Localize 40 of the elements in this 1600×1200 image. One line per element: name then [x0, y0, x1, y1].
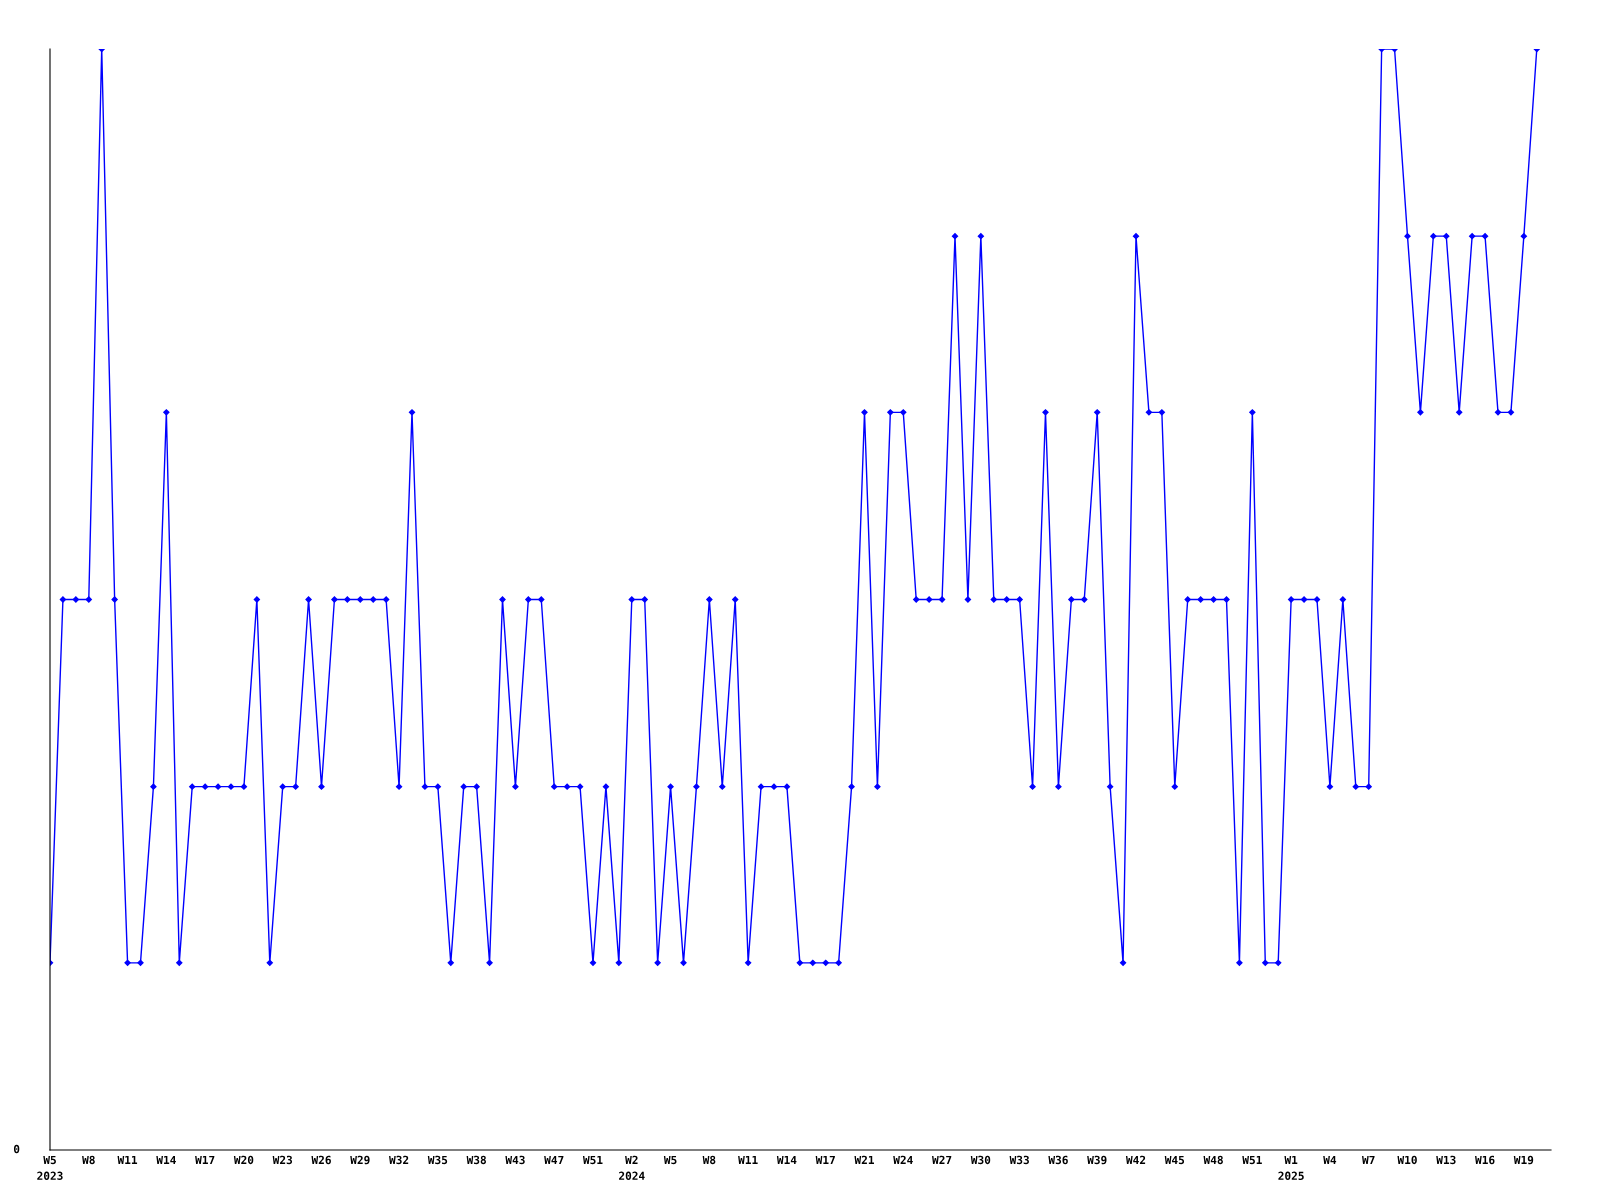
x-tick-label: W39: [1087, 1155, 1107, 1165]
x-tick-label: W8: [82, 1155, 95, 1165]
x-tick-label: W2 2024: [619, 1155, 645, 1180]
x-tick-label: W27: [932, 1155, 952, 1164]
x-tick-label: W5 2023: [37, 1155, 63, 1180]
x-tick-label: W32: [389, 1155, 409, 1165]
x-tick-label: W14: [776, 1155, 797, 1164]
x-tick-label: W11: [738, 1155, 758, 1164]
x-tick-label: W11: [117, 1155, 138, 1164]
x-tick-label: W29: [350, 1155, 370, 1165]
x-tick-label: W35: [427, 1155, 448, 1165]
x-tick-label: W19: [1513, 1155, 1534, 1165]
x-tick-label: W17: [195, 1155, 215, 1164]
x-tick-label: W5: [663, 1155, 677, 1165]
x-tick-label: W26: [311, 1155, 331, 1165]
x-tick-label: W8: [702, 1155, 716, 1165]
x-tick-label: W24: [893, 1155, 913, 1164]
x-tick-label: W10: [1397, 1155, 1417, 1165]
x-tick-label: W7: [1362, 1155, 1375, 1164]
x-tick-label: W51: [582, 1155, 603, 1165]
x-tick-label: W48: [1203, 1155, 1223, 1165]
x-tick-label: W36: [1048, 1155, 1068, 1165]
x-tick-label: W51: [1242, 1155, 1262, 1165]
x-tick-label: W14: [156, 1155, 176, 1164]
x-tick-label: W21: [854, 1155, 874, 1164]
x-tick-label: W43: [505, 1155, 525, 1165]
x-tick-label: W47: [544, 1155, 564, 1164]
x-tick-label: W16: [1475, 1155, 1495, 1165]
x-tick-label: W13: [1436, 1155, 1456, 1165]
text: 0: [13, 1144, 20, 1154]
x-tick-label: W1 2025: [1278, 1155, 1304, 1180]
x-tick-label: W30: [970, 1155, 991, 1165]
x-tick-label: W17: [815, 1155, 835, 1164]
x-tick-label: W23: [272, 1155, 293, 1165]
x-tick-label: W20: [233, 1155, 254, 1165]
x-tick-label: W38: [466, 1155, 486, 1165]
x-tick-label: W42: [1125, 1155, 1146, 1164]
x-tick-label: W33: [1009, 1155, 1029, 1165]
x-tick-label: W4: [1323, 1155, 1337, 1164]
x-tick-label: W45: [1164, 1155, 1185, 1165]
